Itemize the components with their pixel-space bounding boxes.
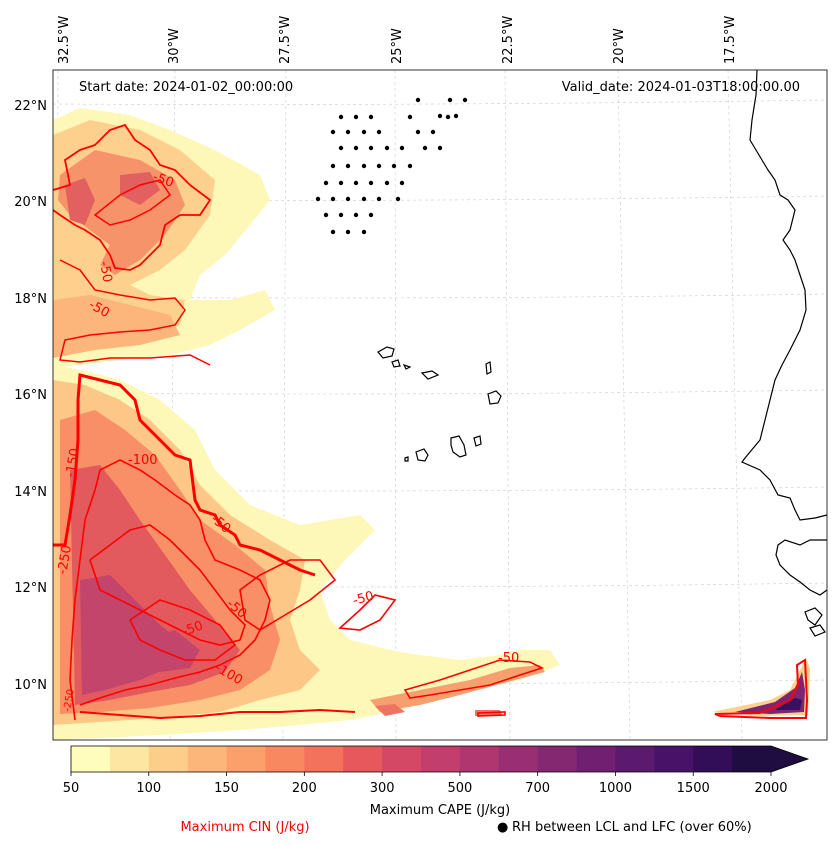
rh-legend-label: RH between LCL and LFC (over 60%)	[512, 820, 752, 835]
colorbar-tick-label: 1000	[599, 781, 632, 796]
cin-contour-north2	[93, 179, 172, 226]
lat-label: 20°N	[14, 195, 47, 210]
cin-contour-east-patch	[714, 658, 809, 719]
colorbar-cell	[421, 746, 461, 772]
colorbar-cell	[732, 746, 772, 772]
colorbar-tick-label: 1500	[677, 781, 710, 796]
latitude-labels: 22°N 20°N 18°N 16°N 14°N 12°N 10°N	[14, 99, 47, 693]
cin-contour-south-b	[89, 524, 246, 646]
colorbar-tick-label: 50	[63, 781, 80, 796]
contour-label: -50	[96, 260, 114, 284]
lat-label: 22°N	[14, 99, 47, 114]
colorbar-tick-label: 2000	[754, 781, 787, 796]
contour-label: -50	[351, 589, 375, 609]
colorbar-cell	[537, 746, 578, 772]
colorbar: 50 100 150 200 300 500 700 1000 1500 2000 Maximum…	[63, 745, 810, 818]
colorbar-cell	[226, 746, 266, 772]
cin-contour-south-c	[128, 599, 237, 661]
colorbar-cell	[576, 746, 616, 772]
contour-label: -50	[180, 618, 205, 639]
contour-label: -50	[498, 651, 519, 666]
lat-label: 12°N	[14, 581, 47, 596]
colorbar-cell	[615, 746, 655, 772]
cape-fill-east-dark	[775, 698, 802, 710]
cin-contour-bottom	[79, 708, 356, 720]
africa-coastline-south	[775, 539, 827, 637]
lon-label: 30°W	[167, 28, 182, 64]
longitude-labels: 32.5°W 30°W 27.5°W 25°W 22.5°W 20°W 17.5…	[57, 16, 738, 64]
colorbar-cell	[71, 746, 111, 772]
colorbar-cell	[498, 746, 539, 772]
cin-contour-south-a	[69, 459, 271, 721]
start-date-label: Start date: 2024-01-02_00:00:00	[79, 80, 293, 95]
colorbar-cell	[304, 746, 344, 772]
contour-label: -50	[151, 170, 176, 191]
cin-legend-label: Maximum CIN (J/kg)	[180, 820, 309, 835]
cin-contour-north3	[59, 259, 211, 366]
map-frame	[52, 69, 828, 741]
colorbar-cell	[187, 746, 228, 772]
valid-date-label: Valid_date: 2024-01-03T18:00:00.00	[562, 80, 800, 95]
colorbar-outline	[70, 745, 810, 773]
contour-label: -100	[128, 453, 158, 468]
cin-contour-north	[53, 123, 212, 271]
lat-label: 18°N	[14, 292, 47, 307]
colorbar-tick-label: 500	[447, 781, 472, 796]
colorbar-cell	[693, 746, 733, 772]
colorbar-cells	[71, 746, 772, 772]
colorbar-cell	[382, 746, 422, 772]
lon-label: 22.5°W	[501, 16, 516, 64]
africa-coastline	[741, 70, 827, 521]
lon-label: 17.5°W	[723, 16, 738, 64]
colorbar-cell	[343, 746, 383, 772]
colorbar-cell	[109, 746, 150, 772]
colorbar-cell	[459, 746, 500, 772]
rh-dots	[315, 97, 468, 235]
contour-label: -250	[55, 544, 75, 576]
colorbar-tick-label: 700	[525, 781, 550, 796]
contour-label: -250	[62, 688, 77, 712]
colorbar-ticks: 50 100 150 200 300 500 700 1000 1500 2000	[63, 772, 788, 796]
cin-contour-south-main	[53, 373, 316, 577]
cin-contour-small	[338, 594, 506, 717]
map-panel: -50 -50 -50 -100 -150 -250 -50 -50 -50 -…	[52, 69, 828, 741]
cape-fill-north-strip	[53, 295, 180, 358]
colorbar-tick-label: 150	[214, 781, 239, 796]
cin-contour-east-strip	[403, 659, 545, 699]
colorbar-extend-arrow	[771, 746, 808, 772]
lat-label: 10°N	[14, 678, 47, 693]
cin-contour-south-d	[239, 559, 337, 631]
contour-label: -150	[63, 447, 83, 479]
colorbar-cell	[654, 746, 694, 772]
rh-legend-marker: ●	[497, 820, 508, 835]
cape-fill-north-core2	[65, 172, 160, 225]
contour-labels: -50 -50 -50 -100 -150 -250 -50 -50 -50 -…	[55, 170, 519, 713]
cape-fill-layers	[53, 108, 810, 740]
colorbar-tick-label: 200	[292, 781, 317, 796]
cin-contours	[53, 123, 809, 721]
colorbar-tick-label: 300	[370, 781, 395, 796]
cape-fill-south-strip	[370, 665, 545, 712]
lon-label: 25°W	[390, 28, 405, 64]
colorbar-cell	[148, 746, 189, 772]
lat-label: 14°N	[14, 485, 47, 500]
colorbar-label: Maximum CAPE (J/kg)	[370, 803, 510, 818]
lon-label: 32.5°W	[57, 16, 72, 64]
cape-verde-islands	[377, 346, 502, 462]
lon-label: 20°W	[612, 28, 627, 64]
colorbar-tick-label: 100	[136, 781, 161, 796]
legend: Maximum CIN (J/kg) ● RH between LCL and …	[180, 820, 751, 835]
cape-fill-south-magenta	[80, 575, 200, 695]
colorbar-cell	[265, 746, 305, 772]
lon-label: 27.5°W	[278, 16, 293, 64]
lat-label: 16°N	[14, 388, 47, 403]
